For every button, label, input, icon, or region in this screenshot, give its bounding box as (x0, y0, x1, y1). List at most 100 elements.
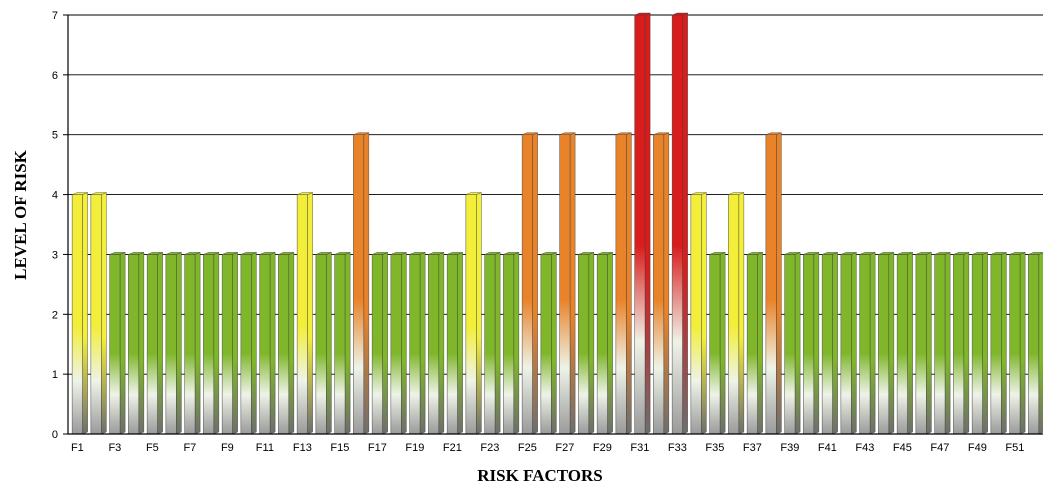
bar (184, 252, 201, 435)
bar-top (372, 252, 388, 255)
bar (71, 192, 88, 435)
bar-top (634, 12, 651, 16)
bar (296, 192, 313, 435)
bar-front (671, 14, 683, 435)
x-tick-label: F9 (221, 442, 234, 454)
bar-side (476, 192, 482, 435)
x-tick-label: F41 (818, 442, 837, 454)
x-tick-label: F47 (930, 442, 949, 454)
bar (578, 252, 595, 435)
x-tick-label: F31 (630, 442, 649, 454)
bar-top (184, 252, 201, 255)
bar-top (278, 252, 294, 255)
bar-side (1001, 252, 1007, 435)
x-tick-label: F11 (256, 442, 274, 454)
bar (278, 252, 295, 435)
bar-top (1009, 252, 1026, 255)
bar (765, 132, 782, 435)
bar (821, 252, 838, 435)
bar-front (465, 194, 477, 435)
bar-front (896, 254, 908, 435)
y-tick-label: 5 (52, 130, 58, 142)
bar-front (90, 194, 102, 435)
bar (803, 252, 820, 435)
bar-top (109, 252, 126, 255)
axes (67, 15, 1043, 435)
bar-top (878, 252, 894, 255)
bar-front (484, 254, 496, 435)
bar (615, 132, 632, 435)
bar-front (578, 254, 590, 435)
x-tick-label: F7 (183, 442, 196, 454)
bar-top (747, 252, 763, 255)
bar-top (653, 132, 669, 135)
bar-front (615, 134, 627, 435)
bar-side (644, 12, 651, 435)
bar-side (869, 252, 876, 435)
bar-front (446, 254, 458, 435)
x-tick-label: F29 (593, 442, 612, 454)
bar-front (353, 134, 365, 435)
bar (596, 252, 613, 435)
bar-top (690, 192, 707, 195)
bar-side (494, 252, 501, 435)
bar-top (597, 252, 613, 255)
bar (709, 252, 726, 435)
bar-front (278, 254, 290, 435)
bar (990, 252, 1007, 435)
x-tick-label: F1 (71, 442, 84, 454)
bar-side (457, 252, 463, 435)
x-tick-label: F15 (330, 442, 349, 454)
bar-top (428, 252, 444, 255)
bar-top (1028, 252, 1043, 255)
bar-top (72, 192, 88, 195)
bar-front (540, 254, 552, 435)
bar-side (907, 252, 913, 435)
bar-side (607, 252, 613, 435)
bar-front (390, 254, 402, 435)
bar-side (213, 252, 220, 435)
x-tick-label: F37 (743, 442, 762, 454)
bar-front (259, 254, 271, 435)
bar-top (240, 252, 257, 255)
bar-front (784, 254, 796, 435)
bar-top (165, 252, 182, 255)
bar-front (878, 254, 890, 435)
bar (896, 252, 913, 435)
bar-top (990, 252, 1007, 255)
bar-front (334, 254, 346, 435)
bar-side (663, 132, 670, 435)
bar-top (128, 252, 144, 255)
bar-side (701, 192, 707, 435)
bar-top (897, 252, 913, 255)
bar-top (522, 132, 538, 135)
bar-front (503, 254, 515, 435)
bar (540, 252, 557, 435)
x-tick-label: F35 (705, 442, 724, 454)
bar-side (813, 252, 820, 435)
x-axis-title: RISK FACTORS (477, 466, 602, 484)
bar-front (203, 254, 215, 435)
x-tick-label: F5 (146, 442, 159, 454)
y-tick-labels: 0 1 2 3 4 5 6 7 (52, 10, 58, 441)
bar-side (626, 132, 632, 435)
y-tick-label: 6 (52, 70, 58, 82)
bar-front (128, 254, 140, 435)
bar-side (419, 252, 426, 435)
x-tick-label: F51 (1005, 442, 1024, 454)
bar-side (944, 252, 951, 435)
bar (334, 252, 351, 435)
bar (859, 252, 876, 435)
bar-side (157, 252, 163, 435)
bar-side (832, 252, 838, 435)
bar-top (409, 252, 426, 255)
bar-top (222, 252, 238, 255)
bar-front (728, 194, 740, 435)
bar-side (176, 252, 182, 435)
bar-top (203, 252, 219, 255)
bar-front (840, 254, 852, 435)
bar-top (728, 192, 744, 195)
bar (671, 12, 688, 435)
bar-front (765, 134, 777, 435)
bar-front (634, 14, 646, 435)
